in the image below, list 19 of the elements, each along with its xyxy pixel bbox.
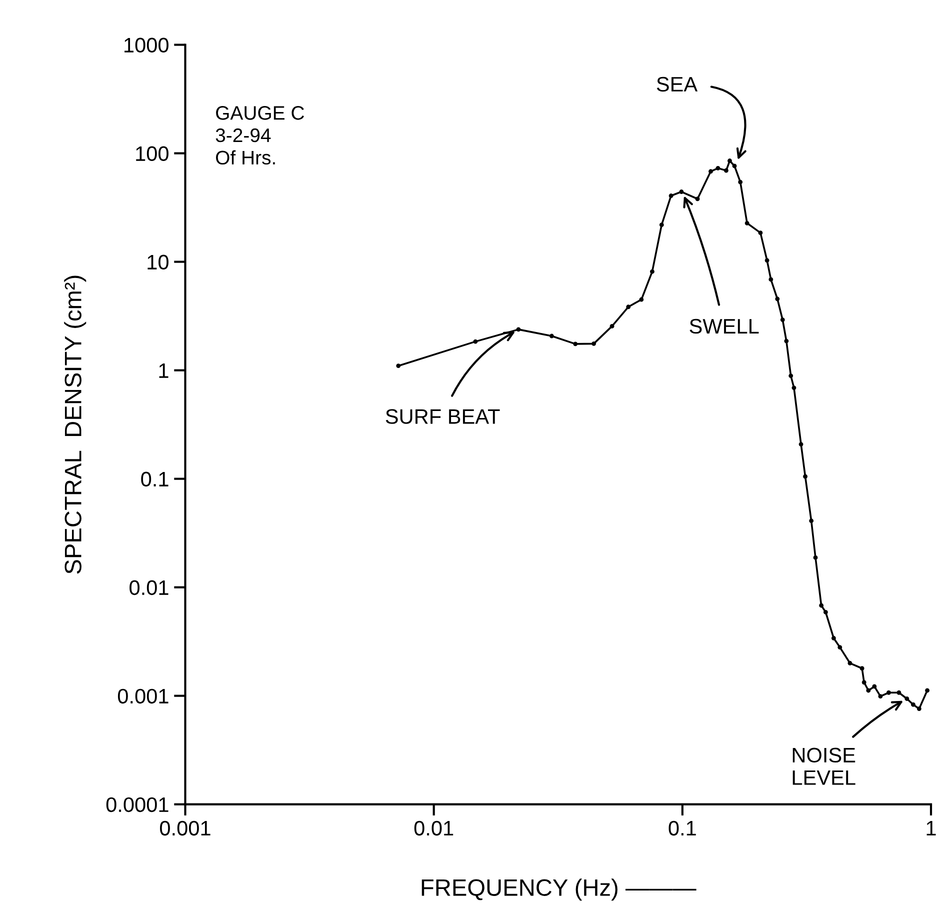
annotation: GAUGE C 3-2-94 Of Hrs.	[216, 106, 304, 165]
y-tick-label: 0.0001	[106, 797, 168, 812]
y-tick-label: 0.01	[130, 580, 168, 596]
x-axis-title: FREQUENCY (Hz) ———	[422, 878, 696, 901]
y-tick-label: 0.001	[118, 688, 168, 704]
y-tick-label: 0.1	[141, 472, 168, 487]
annotation: NOISE LEVEL	[792, 748, 856, 785]
annotation: SURF BEAT	[386, 409, 500, 424]
y-tick-label: 100	[136, 146, 168, 162]
x-tick-label: 0.001	[160, 820, 210, 836]
x-tick-label: 1	[926, 821, 936, 836]
y-tick-label: 1000	[124, 38, 168, 53]
annotation: SEA	[656, 76, 698, 92]
annotation: SWELL	[690, 318, 759, 334]
y-tick-label: 1	[159, 364, 168, 378]
y-tick-label: 10	[148, 254, 168, 270]
x-tick-label: 0.01	[414, 820, 454, 836]
x-tick-label: 0.1	[668, 820, 696, 836]
y-axis-title: SPECTRAL DENSITY (cm²)	[64, 276, 86, 574]
